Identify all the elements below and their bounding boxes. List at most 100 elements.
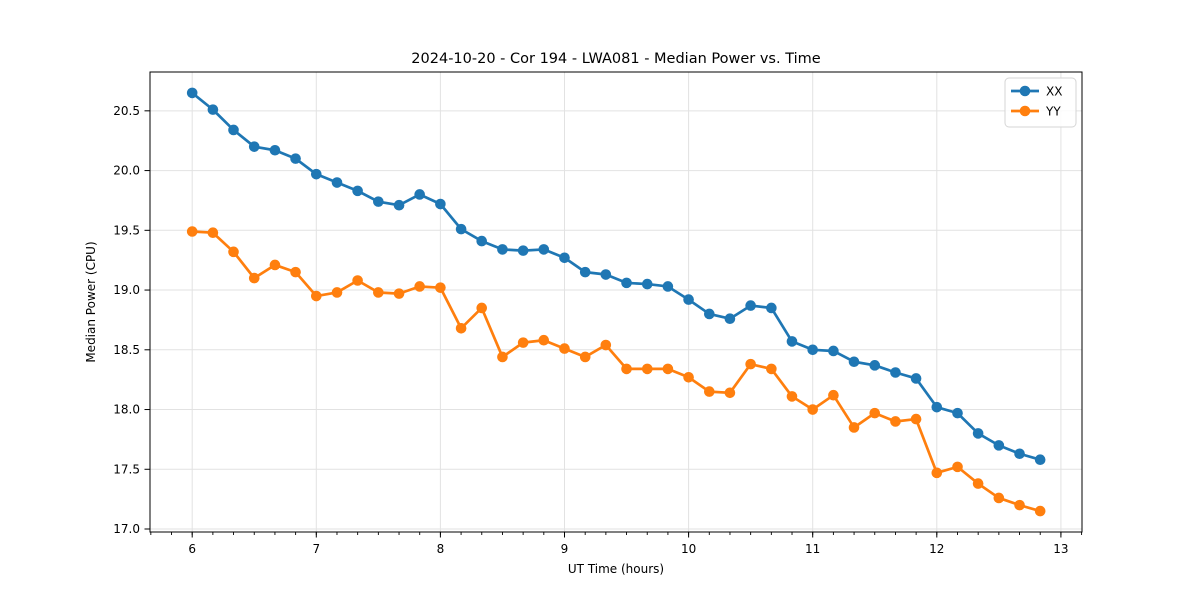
data-point	[352, 275, 363, 286]
data-point	[476, 302, 488, 314]
data-point	[186, 87, 198, 99]
data-point	[186, 226, 198, 237]
legend-box	[1004, 77, 1077, 128]
data-point	[704, 386, 715, 397]
data-point	[1034, 505, 1046, 517]
data-point	[269, 259, 281, 271]
data-point	[641, 278, 653, 290]
data-point	[207, 227, 219, 239]
data-point	[517, 337, 529, 348]
data-point	[745, 358, 756, 370]
data-point	[662, 363, 674, 375]
data-point	[807, 344, 819, 356]
x-tick-label: 8	[437, 542, 445, 556]
data-point	[497, 351, 508, 363]
data-point	[621, 363, 632, 375]
data-point	[745, 300, 756, 311]
y-tick-label: 20.0	[113, 164, 140, 178]
data-point	[931, 467, 943, 479]
data-point	[890, 367, 901, 378]
data-point	[352, 185, 363, 197]
data-point	[952, 461, 963, 473]
data-point	[869, 407, 881, 419]
data-point	[414, 281, 425, 292]
x-tick-label: 11	[805, 542, 820, 556]
x-tick-label: 9	[561, 542, 569, 556]
data-point	[331, 177, 343, 188]
x-tick-label: 7	[312, 542, 320, 556]
data-point	[207, 104, 219, 115]
data-point	[600, 339, 612, 351]
data-point	[910, 413, 922, 425]
data-point	[290, 153, 301, 164]
data-point	[1014, 499, 1025, 511]
x-tick-label: 12	[929, 542, 944, 556]
data-point	[683, 294, 694, 305]
series-line-XX	[190, 91, 1042, 462]
data-point	[890, 416, 901, 427]
legend-marker-YY	[1019, 105, 1031, 117]
data-point	[290, 266, 301, 278]
data-point	[972, 478, 984, 489]
data-point	[869, 360, 881, 371]
y-tick-label: 17.5	[113, 462, 140, 476]
data-point	[972, 428, 984, 439]
legend-label-XX: XX	[1046, 85, 1062, 99]
series-XX	[186, 87, 1046, 466]
data-point	[848, 422, 860, 433]
data-point	[786, 391, 798, 402]
legend-marker-XX	[1019, 85, 1031, 97]
y-tick-label: 18.5	[113, 343, 140, 357]
data-point	[828, 345, 839, 357]
y-tick-label: 17.0	[113, 522, 140, 536]
data-point	[538, 334, 550, 346]
data-point	[1014, 448, 1025, 460]
data-point	[373, 196, 384, 207]
y-tick-label: 19.0	[113, 283, 140, 297]
data-point	[455, 223, 467, 235]
data-point	[538, 244, 550, 255]
x-tick-label: 6	[188, 542, 196, 556]
data-point	[228, 124, 239, 136]
legend-label-YY: YY	[1045, 105, 1061, 119]
data-point	[455, 322, 467, 334]
chart-title: 2024-10-20 - Cor 194 - LWA081 - Median P…	[411, 51, 820, 67]
data-point	[828, 389, 839, 401]
data-point	[579, 351, 591, 363]
y-tick-label: 18.0	[113, 403, 140, 417]
data-point	[248, 272, 260, 284]
x-axis-label: UT Time (hours)	[568, 562, 664, 576]
data-point	[683, 371, 694, 383]
data-point	[910, 373, 922, 384]
data-point	[807, 404, 819, 415]
data-point	[435, 198, 446, 210]
data-point	[848, 356, 860, 368]
series-YY	[186, 226, 1046, 517]
x-tick-label: 10	[681, 542, 696, 556]
data-point	[414, 189, 425, 200]
data-point	[248, 141, 260, 152]
data-point	[993, 492, 1005, 504]
plot-border	[149, 71, 1083, 533]
y-axis-label: Median Power (CPU)	[84, 241, 98, 362]
data-series	[186, 87, 1046, 517]
grid-lines	[150, 72, 1082, 532]
data-point	[724, 387, 736, 399]
data-point	[579, 266, 591, 278]
data-point	[952, 407, 963, 419]
data-point	[993, 440, 1005, 451]
data-point	[497, 244, 508, 255]
data-point	[600, 269, 612, 280]
data-point	[393, 288, 405, 299]
axes: 6 7 8 9 10 11 12 13 17.0 17.5 18.0 18.5 19.0 19.5 20.0…	[113, 71, 1083, 556]
data-point	[331, 287, 343, 298]
data-point	[269, 144, 281, 156]
data-point	[621, 277, 632, 289]
data-point	[931, 401, 943, 413]
data-point	[786, 336, 798, 347]
data-point	[704, 308, 715, 320]
data-point	[373, 287, 384, 298]
data-point	[517, 245, 529, 256]
